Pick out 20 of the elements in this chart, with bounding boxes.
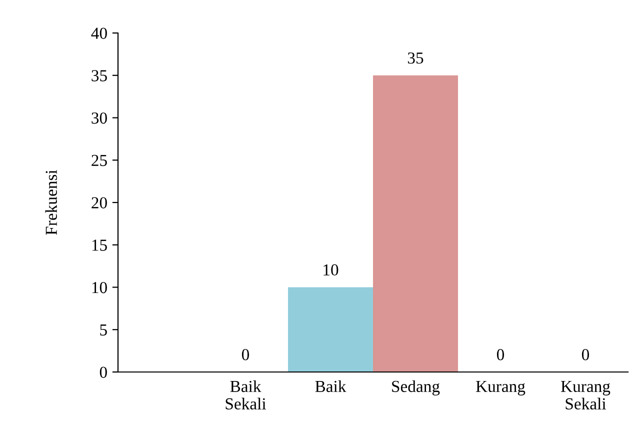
y-tick-label: 30: [92, 112, 107, 124]
y-axis-title: Frekuensi: [45, 170, 57, 235]
y-tick-label: 0: [100, 366, 107, 378]
x-tick-label: Kurang: [476, 380, 526, 396]
y-tick-label: 15: [92, 240, 107, 251]
data-label: 10: [324, 264, 338, 276]
x-tick-label: Sedang: [392, 380, 440, 396]
x-tick-label: Baik Sekali: [226, 380, 266, 410]
y-tick-label: 20: [92, 197, 107, 208]
y-tick-label: 10: [92, 282, 107, 294]
y-tick-label: 40: [91, 28, 107, 39]
y-tick-label: 35: [92, 70, 107, 82]
data-label: 0: [496, 349, 504, 360]
data-label: 0: [242, 349, 250, 360]
y-tick-label: 5: [100, 324, 107, 336]
data-label: 0: [582, 349, 590, 360]
x-tick-label: Baik: [315, 380, 346, 392]
y-tick-label: 25: [92, 154, 107, 166]
x-tick-label: Kurang Sekali: [560, 380, 610, 410]
data-label: 35: [408, 52, 424, 64]
